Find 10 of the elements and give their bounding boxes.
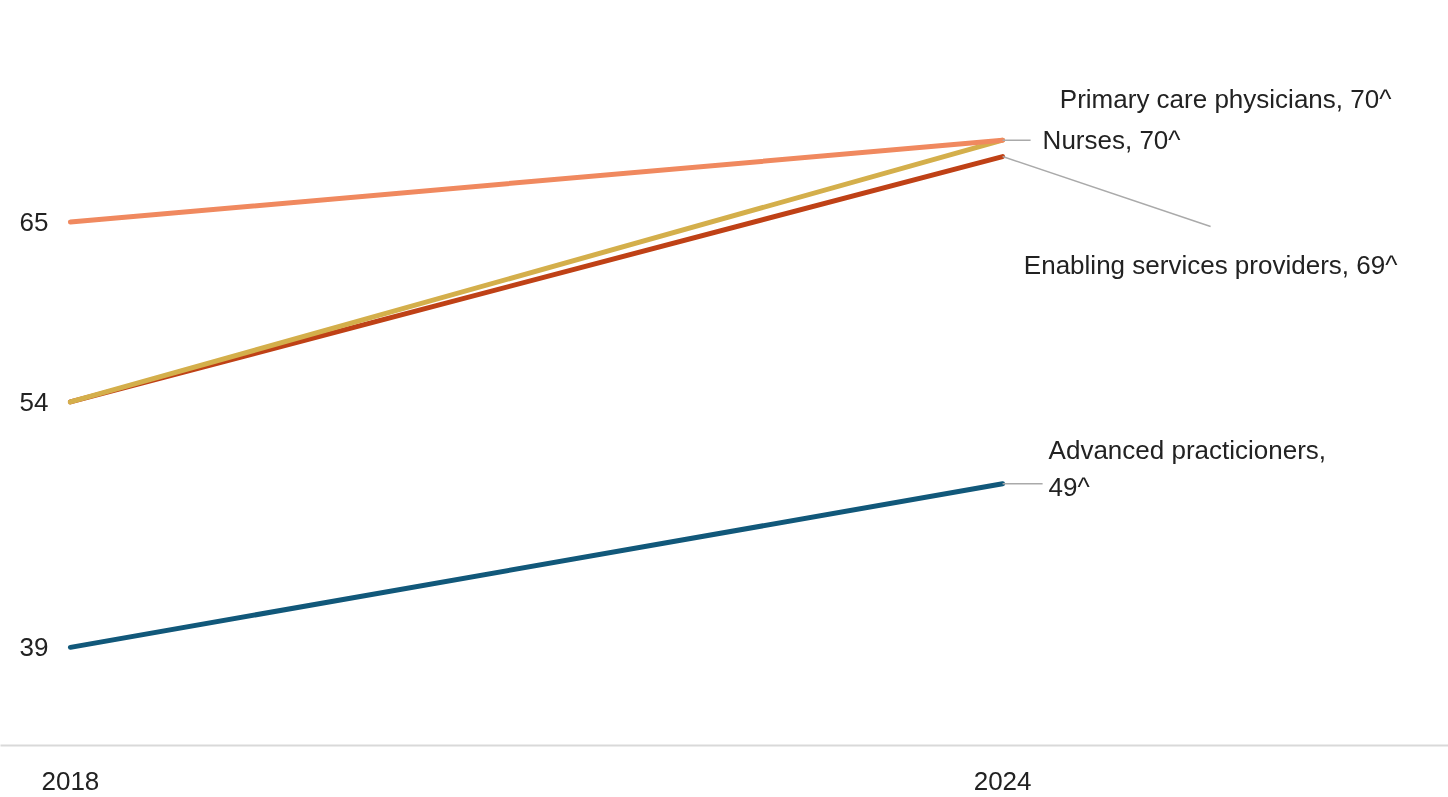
data-label: 39 bbox=[19, 632, 49, 663]
x-tick-label: 2024 bbox=[973, 765, 1032, 796]
data-label: 49^ bbox=[1048, 472, 1091, 503]
x-tick-label: 2018 bbox=[41, 765, 100, 796]
text: Nurses, 70^ bbox=[1042, 125, 1181, 156]
data-label: 65 bbox=[19, 207, 49, 237]
data-label: 54 bbox=[19, 386, 49, 417]
text: Enabling services providers, 69^ bbox=[1023, 250, 1398, 281]
text: Primary care physicians, 70^ bbox=[1059, 83, 1392, 114]
series-label: Advanced practicioners, bbox=[1048, 434, 1327, 465]
